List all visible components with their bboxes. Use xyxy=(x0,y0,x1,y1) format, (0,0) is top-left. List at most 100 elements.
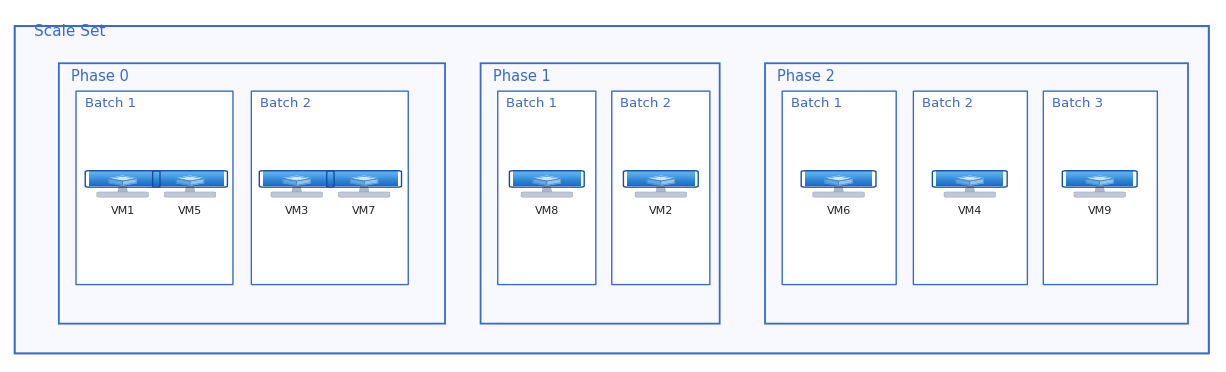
FancyBboxPatch shape xyxy=(262,180,331,181)
FancyBboxPatch shape xyxy=(937,171,1004,173)
FancyBboxPatch shape xyxy=(262,177,331,179)
Polygon shape xyxy=(542,186,552,193)
FancyBboxPatch shape xyxy=(805,183,873,184)
FancyBboxPatch shape xyxy=(89,184,157,185)
FancyBboxPatch shape xyxy=(805,173,873,175)
FancyBboxPatch shape xyxy=(514,175,581,177)
Polygon shape xyxy=(283,176,310,181)
FancyBboxPatch shape xyxy=(89,178,157,179)
Polygon shape xyxy=(118,186,128,193)
FancyBboxPatch shape xyxy=(89,173,157,174)
FancyBboxPatch shape xyxy=(514,181,581,182)
FancyBboxPatch shape xyxy=(498,91,596,285)
Text: VM1: VM1 xyxy=(110,206,135,216)
Polygon shape xyxy=(177,176,204,181)
FancyBboxPatch shape xyxy=(164,192,216,197)
FancyBboxPatch shape xyxy=(157,181,224,182)
Polygon shape xyxy=(109,179,123,185)
Text: VM2: VM2 xyxy=(649,206,673,216)
FancyBboxPatch shape xyxy=(330,176,397,177)
FancyBboxPatch shape xyxy=(805,179,873,180)
FancyBboxPatch shape xyxy=(937,175,1004,177)
FancyBboxPatch shape xyxy=(628,173,695,175)
FancyBboxPatch shape xyxy=(805,181,873,182)
FancyBboxPatch shape xyxy=(514,174,581,176)
Polygon shape xyxy=(647,179,661,185)
FancyBboxPatch shape xyxy=(89,177,157,179)
FancyBboxPatch shape xyxy=(805,182,873,183)
Text: VM9: VM9 xyxy=(1087,206,1112,216)
FancyBboxPatch shape xyxy=(937,181,1004,182)
FancyBboxPatch shape xyxy=(628,183,695,184)
FancyBboxPatch shape xyxy=(330,183,397,184)
Text: Scale Set: Scale Set xyxy=(34,24,105,39)
FancyBboxPatch shape xyxy=(1067,177,1134,179)
FancyBboxPatch shape xyxy=(514,177,581,179)
Polygon shape xyxy=(825,179,839,185)
Polygon shape xyxy=(839,179,852,185)
Text: Batch 2: Batch 2 xyxy=(260,97,311,110)
FancyBboxPatch shape xyxy=(628,175,695,177)
FancyBboxPatch shape xyxy=(262,183,331,184)
FancyBboxPatch shape xyxy=(1067,174,1134,176)
FancyBboxPatch shape xyxy=(1067,178,1134,179)
Polygon shape xyxy=(364,179,378,185)
FancyBboxPatch shape xyxy=(330,171,397,173)
FancyBboxPatch shape xyxy=(262,182,331,183)
FancyBboxPatch shape xyxy=(157,182,224,183)
FancyBboxPatch shape xyxy=(330,178,397,179)
FancyBboxPatch shape xyxy=(262,173,331,174)
FancyBboxPatch shape xyxy=(805,177,873,179)
FancyBboxPatch shape xyxy=(89,175,157,177)
FancyBboxPatch shape xyxy=(937,183,1004,184)
FancyBboxPatch shape xyxy=(271,192,322,197)
FancyBboxPatch shape xyxy=(628,180,695,181)
FancyBboxPatch shape xyxy=(89,179,157,180)
FancyBboxPatch shape xyxy=(937,179,1004,180)
FancyBboxPatch shape xyxy=(157,184,224,185)
FancyBboxPatch shape xyxy=(1067,171,1134,173)
Polygon shape xyxy=(185,186,195,193)
Polygon shape xyxy=(661,179,674,185)
FancyBboxPatch shape xyxy=(157,173,224,174)
FancyBboxPatch shape xyxy=(262,175,331,177)
FancyBboxPatch shape xyxy=(628,185,695,186)
Text: Batch 3: Batch 3 xyxy=(1052,97,1103,110)
FancyBboxPatch shape xyxy=(89,176,157,177)
Polygon shape xyxy=(190,179,204,185)
Polygon shape xyxy=(956,179,970,185)
FancyBboxPatch shape xyxy=(89,183,157,184)
Polygon shape xyxy=(109,176,136,181)
Polygon shape xyxy=(1095,186,1105,193)
FancyBboxPatch shape xyxy=(157,176,224,177)
FancyBboxPatch shape xyxy=(1067,179,1134,180)
FancyBboxPatch shape xyxy=(937,173,1004,174)
Polygon shape xyxy=(297,179,310,185)
Text: VM3: VM3 xyxy=(284,206,309,216)
FancyBboxPatch shape xyxy=(628,173,695,174)
FancyBboxPatch shape xyxy=(628,174,695,176)
FancyBboxPatch shape xyxy=(805,175,873,177)
FancyBboxPatch shape xyxy=(89,182,157,183)
FancyBboxPatch shape xyxy=(157,173,224,175)
Polygon shape xyxy=(123,179,136,185)
FancyBboxPatch shape xyxy=(628,179,695,180)
FancyBboxPatch shape xyxy=(330,180,397,181)
FancyBboxPatch shape xyxy=(612,91,710,285)
FancyBboxPatch shape xyxy=(805,178,873,179)
FancyBboxPatch shape xyxy=(937,180,1004,181)
Text: Batch 1: Batch 1 xyxy=(506,97,558,110)
FancyBboxPatch shape xyxy=(338,192,390,197)
FancyBboxPatch shape xyxy=(481,63,720,324)
FancyBboxPatch shape xyxy=(765,63,1188,324)
FancyBboxPatch shape xyxy=(262,184,331,185)
FancyBboxPatch shape xyxy=(628,176,695,177)
FancyBboxPatch shape xyxy=(157,171,224,173)
FancyBboxPatch shape xyxy=(805,171,873,173)
FancyBboxPatch shape xyxy=(514,173,581,175)
Polygon shape xyxy=(1086,179,1100,185)
Polygon shape xyxy=(825,176,852,181)
FancyBboxPatch shape xyxy=(628,177,695,179)
FancyBboxPatch shape xyxy=(330,179,397,180)
FancyBboxPatch shape xyxy=(805,173,873,174)
